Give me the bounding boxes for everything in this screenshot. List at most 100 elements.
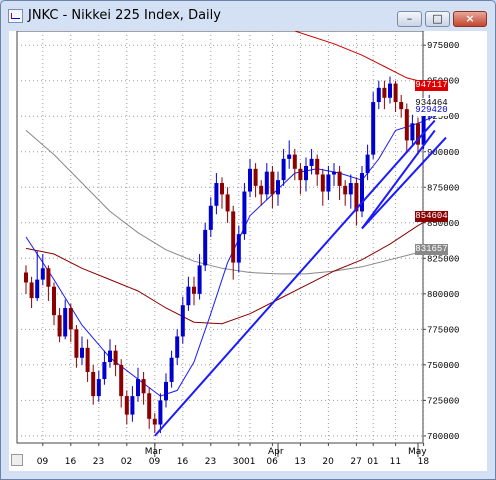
candle-body [192, 286, 196, 294]
moving-average-red [294, 31, 435, 86]
candle-body [416, 123, 420, 145]
x-tick-label: 27 [350, 457, 361, 467]
candle-body [35, 279, 40, 299]
y-tick-label: 850000 [427, 219, 459, 229]
candle-body [119, 364, 124, 397]
x-tick-label: 06 [266, 457, 278, 467]
x-tick-label: 23 [205, 457, 216, 467]
candle-body [113, 350, 118, 365]
moving-average-mid [25, 215, 436, 325]
y-tick-label: 925000 [427, 112, 459, 122]
x-tick-label: 11 [390, 457, 401, 467]
candle-body [270, 171, 275, 195]
candle-body [136, 379, 140, 397]
candle-body [281, 158, 286, 181]
candle-body [63, 308, 68, 337]
candle-body [203, 229, 208, 266]
candle-body [337, 171, 342, 186]
y-tick-label: 825000 [427, 254, 459, 264]
candle-body [68, 308, 73, 330]
candle-body [186, 286, 191, 306]
candle-body [197, 265, 202, 294]
candle-body [208, 205, 213, 230]
trendline [361, 136, 447, 230]
candle-body [80, 347, 84, 358]
candle-body [108, 350, 112, 363]
trendline [361, 129, 436, 230]
candle-body [292, 154, 297, 169]
candle-body [365, 154, 370, 174]
candle-body [404, 109, 409, 141]
moving-average-long [25, 130, 435, 275]
y-tick-label: 800000 [427, 290, 459, 300]
candle-body [91, 371, 96, 397]
candle-body [264, 171, 269, 195]
price-chart[interactable]: 700000 725000 750000 775000 800000 825000 8500… [9, 31, 487, 471]
price-tag: 929420 [415, 104, 448, 116]
candle-body [259, 185, 264, 195]
month-label: Apr [268, 447, 284, 457]
plot-frame [16, 31, 424, 444]
candle-body [360, 173, 364, 212]
maximize-button[interactable]: □ [425, 11, 450, 27]
x-tick-label: 18 [418, 457, 430, 467]
candle-body [348, 183, 353, 195]
y-tick-label: 725000 [427, 396, 459, 406]
candle-body [147, 393, 152, 419]
candle-body [326, 174, 331, 192]
scroll-handle[interactable] [11, 454, 23, 466]
candle-body [214, 183, 219, 206]
candle-body [29, 282, 34, 299]
month-label: May [408, 447, 427, 457]
candle-body [74, 329, 79, 358]
candle-body [141, 379, 146, 394]
y-tick-label: 750000 [427, 361, 459, 371]
x-tick-label: 09 [37, 457, 49, 467]
candle-body [248, 168, 252, 192]
candle-body [410, 123, 415, 141]
candle-body [52, 286, 56, 316]
candle-body [164, 381, 168, 401]
x-tick-label: 30 [233, 457, 245, 467]
candle-body [242, 191, 247, 235]
price-tag: 831657 [415, 243, 448, 255]
candle-body [57, 315, 62, 337]
y-tick-label: 900000 [427, 148, 459, 158]
x-tick-label: 01 [244, 457, 255, 467]
y-tick-label: 975000 [427, 41, 459, 51]
candle-body [276, 180, 280, 195]
candle-body [315, 158, 320, 175]
candle-body [343, 185, 348, 195]
candle-body [304, 165, 308, 181]
candle-body [85, 347, 90, 372]
candle-body [40, 268, 45, 280]
candle-body [124, 396, 129, 415]
candle-body [371, 102, 376, 155]
candle-body [332, 171, 336, 175]
candle-body [236, 234, 241, 263]
y-tick-label: 775000 [427, 325, 459, 335]
x-tick-label: 01 [367, 457, 378, 467]
chart-app-icon [8, 9, 23, 23]
title-bar[interactable]: JNKC - Nikkei 225 Index, Daily – □ × [1, 1, 495, 31]
candle-body [399, 102, 404, 110]
minimize-button[interactable]: – [397, 11, 422, 27]
x-tick-label: 16 [65, 457, 77, 467]
candle-body [287, 154, 292, 159]
window-title: JNKC - Nikkei 225 Index, Daily [28, 8, 221, 23]
price-tag: 934464 [415, 97, 448, 109]
candle-body [152, 418, 157, 425]
chart-area[interactable]: 700000 725000 750000 775000 800000 825000 8500… [9, 31, 487, 471]
y-tick-label: 700000 [427, 432, 459, 442]
x-tick-label: 02 [121, 457, 132, 467]
candle-body [158, 400, 163, 425]
candle-body [231, 211, 236, 263]
close-button[interactable]: × [453, 11, 487, 27]
candle-body [96, 379, 101, 397]
candle-body [175, 336, 180, 358]
candle-body [225, 194, 230, 212]
x-tick-label: 13 [294, 457, 305, 467]
candle-body [320, 174, 325, 192]
candle-body [382, 87, 387, 98]
